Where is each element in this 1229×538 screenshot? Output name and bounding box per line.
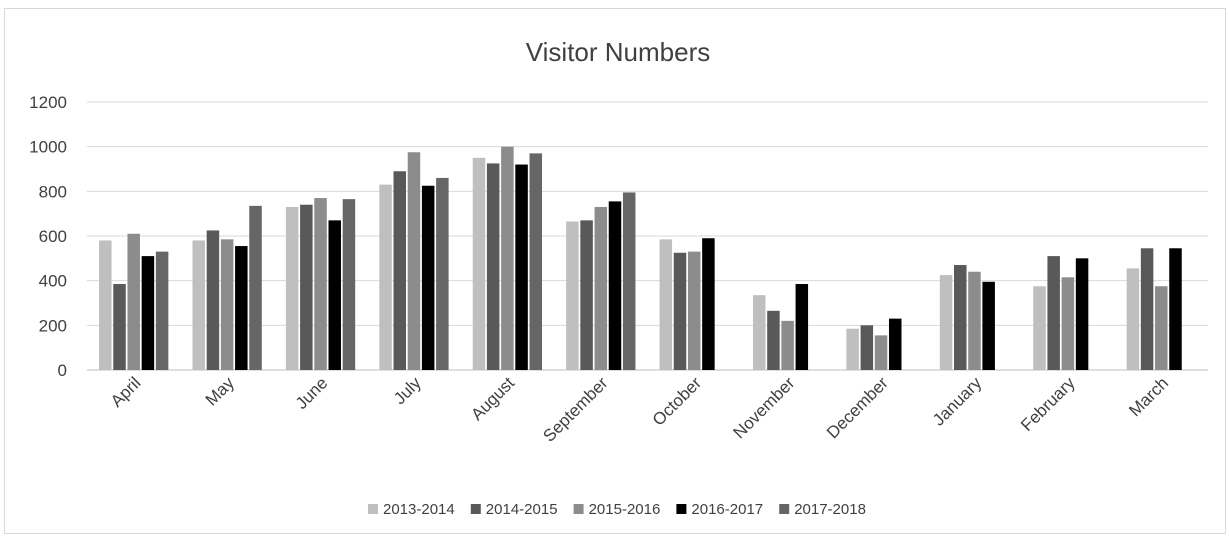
bar xyxy=(113,284,126,370)
legend-label: 2013-2014 xyxy=(383,501,455,518)
bar xyxy=(421,185,435,370)
bar xyxy=(141,256,155,370)
x-tick-label: October xyxy=(649,373,705,429)
legend-swatch xyxy=(676,504,687,514)
legend-item: 2016-2017 xyxy=(676,501,763,518)
chart-title: Visitor Numbers xyxy=(526,37,710,67)
bar xyxy=(594,206,608,370)
x-tick-label: December xyxy=(823,373,892,442)
bar xyxy=(249,205,262,370)
bar xyxy=(608,201,622,370)
bar xyxy=(580,220,593,370)
x-tick-label: August xyxy=(467,373,518,424)
bar xyxy=(99,240,112,370)
legend-swatch xyxy=(573,504,584,514)
bar xyxy=(1075,258,1089,370)
legend-item: 2015-2016 xyxy=(573,501,661,518)
bar xyxy=(192,240,205,370)
bar xyxy=(155,251,169,370)
bar xyxy=(235,246,248,370)
legend-swatch xyxy=(368,504,378,514)
bars xyxy=(99,146,1182,370)
x-tick-label: November xyxy=(730,373,799,442)
bar xyxy=(342,199,356,370)
legend-item: 2017-2018 xyxy=(779,501,866,518)
bar xyxy=(687,251,701,370)
bar xyxy=(781,320,794,370)
bar xyxy=(515,164,528,370)
bar xyxy=(767,310,780,370)
x-tick-label: July xyxy=(390,373,425,408)
bar xyxy=(1169,248,1182,370)
legend-swatch xyxy=(779,504,790,514)
x-tick-label: January xyxy=(929,373,986,430)
bar xyxy=(702,238,715,370)
x-tick-label: February xyxy=(1017,373,1079,435)
bar xyxy=(436,177,449,370)
bar xyxy=(501,146,514,370)
bar xyxy=(795,284,809,370)
bar xyxy=(968,271,981,370)
x-tick-label: May xyxy=(202,373,238,409)
bar xyxy=(752,295,766,370)
bar xyxy=(285,206,299,370)
bar xyxy=(1047,256,1060,370)
gridlines xyxy=(87,101,1208,371)
bar xyxy=(486,163,500,370)
bar xyxy=(206,230,220,370)
bar xyxy=(1033,286,1046,370)
y-tick-label: 200 xyxy=(39,316,67,335)
bar xyxy=(1140,248,1154,370)
x-axis: April May June July August September October No… xyxy=(107,373,1172,446)
legend-label: 2016-2017 xyxy=(691,501,763,518)
bar xyxy=(874,335,888,370)
y-tick-label: 1000 xyxy=(29,138,67,157)
y-tick-label: 0 xyxy=(58,361,67,380)
x-tick-label: June xyxy=(292,373,332,413)
x-tick-label: March xyxy=(1125,373,1172,420)
bar xyxy=(314,198,327,370)
bar xyxy=(472,157,486,370)
bar xyxy=(860,325,874,370)
bar xyxy=(127,233,140,370)
bar xyxy=(566,221,579,370)
y-tick-label: 1200 xyxy=(29,93,67,112)
bar xyxy=(407,152,421,370)
legend-item: 2014-2015 xyxy=(470,501,558,518)
x-tick-label: September xyxy=(539,373,611,445)
bar xyxy=(939,275,953,370)
legend-label: 2014-2015 xyxy=(486,501,558,518)
bar xyxy=(888,318,902,370)
bar xyxy=(1126,268,1140,370)
bar xyxy=(1155,286,1168,370)
y-tick-label: 400 xyxy=(39,272,67,291)
x-tick-label: April xyxy=(107,373,144,410)
legend-swatch xyxy=(470,504,481,514)
bar xyxy=(673,252,687,370)
bar xyxy=(393,171,407,370)
bar xyxy=(529,153,543,370)
bar xyxy=(982,281,995,370)
y-tick-label: 800 xyxy=(39,182,67,201)
legend-label: 2015-2016 xyxy=(589,501,661,518)
bar xyxy=(1061,277,1075,370)
bar xyxy=(659,239,673,370)
bar xyxy=(954,265,967,370)
legend: 2013-2014 2014-2015 2015-2016 2016-2017 2017… xyxy=(368,501,866,518)
bar xyxy=(328,220,341,370)
bar xyxy=(846,328,859,370)
y-tick-label: 600 xyxy=(39,227,67,246)
y-axis: 0 200 400 600 800 1000 1200 xyxy=(29,93,67,380)
bar xyxy=(300,204,313,370)
bar xyxy=(622,192,636,370)
bar xyxy=(220,239,234,370)
legend-item: 2013-2014 xyxy=(368,501,455,518)
legend-label: 2017-2018 xyxy=(794,501,866,518)
bar xyxy=(379,184,392,370)
